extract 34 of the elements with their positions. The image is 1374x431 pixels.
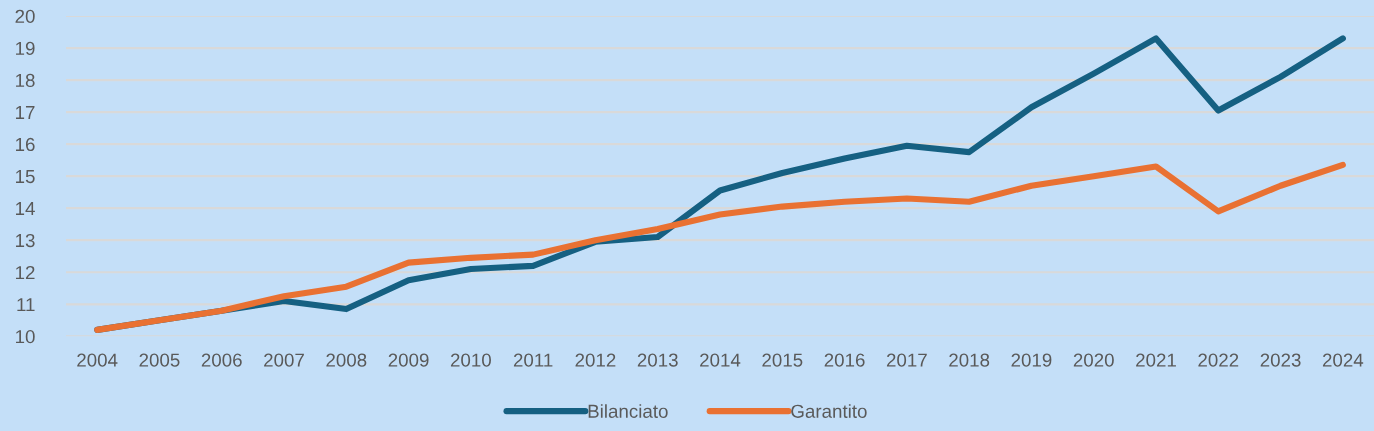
y-tick-label: 20 xyxy=(15,9,35,23)
y-tick-label: 19 xyxy=(16,41,35,56)
y-tick-label: 11 xyxy=(17,298,35,312)
y-tick-label: 18 xyxy=(16,73,35,88)
y-tick-label: 16 xyxy=(16,137,35,152)
y-tick-label: 10 xyxy=(16,330,35,344)
x-tick-label: 2005 xyxy=(139,353,180,367)
x-tick-label: 2018 xyxy=(949,353,990,367)
x-tick-label: 2011 xyxy=(513,353,553,367)
x-tick-label: 2007 xyxy=(264,353,304,367)
x-tick-label: 2021 xyxy=(1136,353,1176,367)
legend-label: Bilanciato xyxy=(588,404,668,418)
legend-label: Garantito xyxy=(791,404,867,418)
x-tick-label: 2019 xyxy=(1011,353,1052,367)
x-tick-label: 2023 xyxy=(1260,353,1301,367)
y-tick-label: 13 xyxy=(16,233,35,248)
x-tick-label: 2020 xyxy=(1073,353,1114,367)
y-tick-label: 17 xyxy=(16,105,35,119)
x-tick-label: 2015 xyxy=(762,353,803,367)
x-tick-label: 2024 xyxy=(1322,353,1364,367)
x-tick-label: 2012 xyxy=(575,353,616,367)
x-tick-label: 2014 xyxy=(700,353,741,367)
x-tick-label: 2004 xyxy=(77,353,118,367)
x-tick-label: 2022 xyxy=(1198,353,1239,367)
x-tick-label: 2006 xyxy=(201,353,242,367)
x-tick-label: 2009 xyxy=(388,353,429,367)
y-tick-label: 12 xyxy=(16,265,35,280)
x-tick-label: 2016 xyxy=(824,353,865,367)
x-tick-label: 2017 xyxy=(886,353,927,367)
x-tick-label: 2013 xyxy=(637,353,678,367)
y-tick-label: 15 xyxy=(16,170,35,184)
x-tick-label: 2010 xyxy=(450,353,491,367)
y-tick-label: 14 xyxy=(16,202,35,215)
x-tick-label: 2008 xyxy=(326,353,367,367)
